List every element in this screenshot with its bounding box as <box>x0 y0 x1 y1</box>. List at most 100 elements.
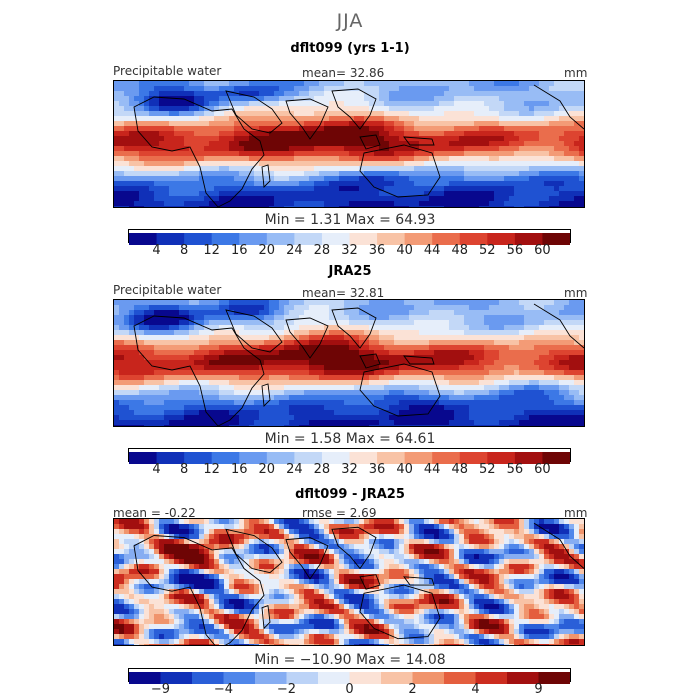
coastline <box>134 97 264 207</box>
colorbar-tick-label: 28 <box>313 462 331 477</box>
panel-3-title: dflt099 - JRA25 <box>295 487 405 502</box>
colorbar-tick-label: 28 <box>313 243 331 258</box>
colorbar-swatch <box>349 233 378 245</box>
panel-2-colorbar-ticks: 4 8 12 16 20 24 28 32 36 40 44 48 52 56 60 <box>0 462 700 478</box>
coastline <box>262 165 270 187</box>
coastline <box>360 585 440 639</box>
colorbar-swatch <box>156 233 185 245</box>
colorbar-swatch <box>266 452 295 464</box>
colorbar-tick-label: 36 <box>368 462 386 477</box>
colorbar-tick-label: −2 <box>276 682 297 697</box>
colorbar-swatch <box>156 452 185 464</box>
colorbar-tick-label: 48 <box>451 462 469 477</box>
colorbar-tick-label: 44 <box>423 243 441 258</box>
colorbar-swatch <box>286 672 319 684</box>
coastline <box>360 575 380 589</box>
colorbar-tick-label: 56 <box>506 243 524 258</box>
panel-3-mean: mean = -0.22 <box>113 506 196 520</box>
coastline <box>360 354 380 368</box>
colorbar-tick-label: 40 <box>396 462 413 477</box>
coastline <box>286 99 328 139</box>
panel-2-mean: mean= 32.81 <box>302 286 385 300</box>
coastline <box>360 135 380 149</box>
colorbar-swatch <box>211 452 240 464</box>
colorbar-swatch <box>349 452 378 464</box>
colorbar-swatch <box>542 233 571 245</box>
coastline <box>534 523 584 568</box>
colorbar-tick-label: 8 <box>179 462 189 477</box>
colorbar-swatch <box>404 452 433 464</box>
colorbar-swatch <box>211 233 240 245</box>
colorbar-swatch <box>507 672 540 684</box>
panel-3-colorbar <box>128 668 571 684</box>
colorbar-tick-label: 24 <box>286 243 303 258</box>
colorbar-tick-label: 32 <box>341 243 358 258</box>
coastline <box>332 527 376 568</box>
colorbar-swatch <box>432 452 461 464</box>
colorbar-tick-label: 36 <box>368 243 386 258</box>
colorbar-swatch <box>538 672 571 684</box>
colorbar-swatch <box>192 672 225 684</box>
colorbar-swatch <box>444 672 477 684</box>
panel-1-variable: Precipitable water <box>113 64 222 78</box>
colorbar-swatch <box>129 672 162 684</box>
colorbar-swatch <box>160 672 193 684</box>
colorbar-swatch <box>377 233 406 245</box>
panel-2-units: mm <box>564 286 588 300</box>
colorbar-swatch <box>542 452 571 464</box>
panel-1-colorbar-ticks: 4 8 12 16 20 24 28 32 36 40 44 48 52 56 60 <box>0 243 700 259</box>
colorbar-tick-label: 4 <box>152 243 161 258</box>
colorbar-tick-label: 40 <box>396 243 413 258</box>
colorbar-tick-label: 12 <box>203 243 220 258</box>
colorbar-tick-label: 32 <box>341 462 358 477</box>
panel-2-colorbar <box>128 448 571 464</box>
field-cells <box>114 300 584 426</box>
panel-2-min-max: Min = 1.58 Max = 64.61 <box>264 431 436 447</box>
coastline <box>332 308 376 348</box>
colorbar-swatch <box>184 233 213 245</box>
colorbar-tick-label: 16 <box>230 462 248 477</box>
coastline <box>404 356 434 364</box>
colorbar-swatch <box>459 452 488 464</box>
coastline <box>332 89 376 129</box>
colorbar-swatch <box>129 452 158 464</box>
coastline <box>286 318 328 358</box>
panel-3-units: mm <box>564 506 588 520</box>
colorbar-swatch <box>377 452 406 464</box>
colorbar-tick-label: 20 <box>258 243 276 258</box>
colorbar-tick-label: 4 <box>471 682 480 697</box>
coastline <box>534 304 584 348</box>
colorbar-swatch <box>129 233 158 245</box>
coastline <box>534 85 584 129</box>
colorbar-tick-label: 4 <box>152 462 161 477</box>
colorbar-tick-label: 52 <box>479 243 496 258</box>
colorbar-swatch <box>223 672 256 684</box>
colorbar-tick-label: 20 <box>258 462 276 477</box>
colorbar-tick-label: 2 <box>408 682 417 697</box>
colorbar-swatch <box>294 452 323 464</box>
colorbar-tick-label: 0 <box>345 682 354 697</box>
coastline <box>134 536 264 646</box>
colorbar-swatch <box>487 233 516 245</box>
panel-2-variable: Precipitable water <box>113 283 222 297</box>
colorbar-swatch <box>381 672 414 684</box>
panel-3-min-max: Min = −10.90 Max = 14.08 <box>254 652 446 668</box>
field-cells <box>114 81 584 207</box>
colorbar-swatch <box>404 233 433 245</box>
colorbar-tick-label: −9 <box>150 682 171 697</box>
coastline <box>286 538 328 579</box>
coastline <box>134 316 264 426</box>
colorbar-swatch <box>184 452 213 464</box>
colorbar-tick-label: 44 <box>423 462 441 477</box>
colorbar-swatch <box>349 672 382 684</box>
panel-2-map <box>113 299 585 427</box>
colorbar-tick-label: 60 <box>534 243 551 258</box>
coastline <box>262 606 270 629</box>
colorbar-swatch <box>318 672 351 684</box>
colorbar-tick-label: 8 <box>179 243 189 258</box>
panel-2-title: JRA25 <box>328 264 372 279</box>
colorbar-swatch <box>475 672 508 684</box>
colorbar-swatch <box>459 233 488 245</box>
colorbar-swatch <box>239 233 268 245</box>
panel-1-units: mm <box>564 66 588 80</box>
